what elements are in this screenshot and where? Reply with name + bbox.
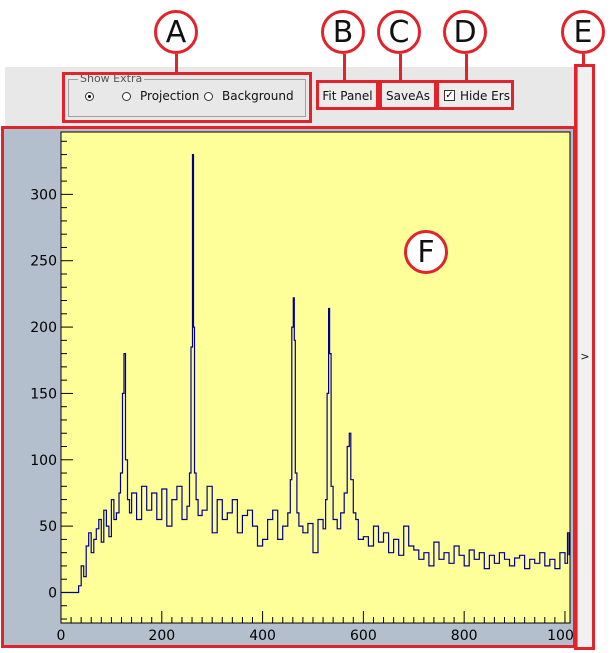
x-tick-label: 200 bbox=[148, 628, 175, 644]
leader-e bbox=[582, 54, 585, 66]
hide-errors-checkbox[interactable]: ✓ bbox=[444, 90, 455, 101]
hide-errors-toggle[interactable]: ✓ Hide Ers bbox=[439, 84, 513, 108]
y-tick-label: 200 bbox=[30, 320, 57, 336]
x-tick-label: 400 bbox=[249, 628, 276, 644]
y-tick-label: 50 bbox=[39, 519, 57, 535]
x-tick-label: 0 bbox=[57, 628, 66, 644]
callout-b: B bbox=[321, 10, 365, 54]
callout-a: A bbox=[154, 10, 198, 54]
leader-c bbox=[399, 54, 402, 81]
callout-f: F bbox=[404, 230, 448, 274]
y-tick-label: 250 bbox=[30, 254, 57, 270]
histogram-series-line bbox=[61, 154, 570, 594]
annotation-box-a bbox=[62, 72, 312, 123]
hide-errors-label: Hide Ers bbox=[460, 89, 510, 103]
y-tick-label: 100 bbox=[30, 453, 57, 469]
background-radio[interactable] bbox=[204, 92, 213, 101]
annotation-box-d bbox=[436, 80, 514, 110]
projection-radio[interactable] bbox=[122, 92, 131, 101]
expand-arrow-icon[interactable]: > bbox=[580, 350, 590, 363]
show-extra-title: Show Extra bbox=[78, 72, 145, 86]
background-label: Background bbox=[222, 89, 294, 103]
x-tick-label: 800 bbox=[451, 628, 478, 644]
save-as-button[interactable]: SaveAs bbox=[382, 84, 434, 108]
show-extra-none-radio[interactable] bbox=[85, 92, 94, 101]
annotation-box-e bbox=[574, 64, 595, 650]
leader-d bbox=[465, 54, 468, 81]
callout-e: E bbox=[561, 10, 605, 54]
annotation-box-f bbox=[1, 126, 576, 648]
annotation-box-c bbox=[379, 80, 437, 110]
y-tick-label: 0 bbox=[48, 585, 57, 601]
y-axis: 0 50 100 150 200 250 300 bbox=[30, 140, 73, 620]
plot-area bbox=[60, 131, 571, 624]
leader-a bbox=[175, 54, 178, 74]
y-tick-label: 150 bbox=[30, 386, 57, 402]
callout-d: D bbox=[443, 10, 487, 54]
x-tick-label: 600 bbox=[350, 628, 377, 644]
projection-label: Projection bbox=[140, 89, 200, 103]
y-tick-label: 300 bbox=[30, 187, 57, 203]
show-extra-group bbox=[68, 79, 306, 117]
fit-panel-button[interactable]: Fit Panel bbox=[320, 84, 375, 108]
leader-b bbox=[343, 54, 346, 81]
callout-c: C bbox=[377, 10, 421, 54]
annotation-box-b bbox=[316, 80, 379, 110]
